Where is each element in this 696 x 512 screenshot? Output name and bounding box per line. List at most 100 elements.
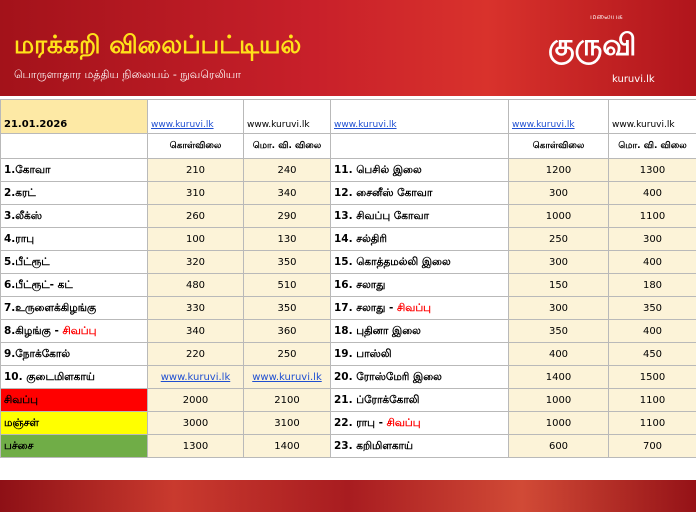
price-sell: 1300 <box>608 158 696 182</box>
price-buy: 1300 <box>147 434 244 458</box>
item-name: 6.பீட்ரூட்- கட் <box>0 273 148 297</box>
item-name: 16. சலாது <box>330 273 509 297</box>
price-sell: 340 <box>243 181 331 205</box>
item-label: 5.பீட்ரூட் <box>4 255 50 268</box>
item-label: 13. சிவப்பு கோவா <box>334 209 430 222</box>
item-name: 13. சிவப்பு கோவா <box>330 204 509 228</box>
price-sell: 1100 <box>608 388 696 412</box>
item-name: 18. புதினா இலை <box>330 319 509 343</box>
date-cell: 21.01.2026 <box>0 99 148 134</box>
item-name: 15. கொத்தமல்லி இலை <box>330 250 509 274</box>
item-label: சிவப்பு <box>4 393 38 406</box>
price-sell: 130 <box>243 227 331 251</box>
price-row: 8.கிழங்கு - சிவப்பு 340 360 18. புதினா இலை 3… <box>0 319 696 343</box>
price-buy: 1200 <box>508 158 609 182</box>
price-buy: 100 <box>147 227 244 251</box>
price-sell: 250 <box>243 342 331 366</box>
logo-tag: மலையக <box>590 12 623 21</box>
price-buy: 600 <box>508 434 609 458</box>
price-sell: 350 <box>243 296 331 320</box>
item-name: 2.கரட் <box>0 181 148 205</box>
item-name: 10. குடைமிளகாய் <box>0 365 148 389</box>
item-label: 14. சல்திரி <box>334 232 387 245</box>
price-sell: 290 <box>243 204 331 228</box>
price-row: சிவப்பு 2000 2100 21. ப்ரோக்கோலி 1000 1100 <box>0 388 696 412</box>
price-buy: 330 <box>147 296 244 320</box>
price-row: 6.பீட்ரூட்- கட் 480 510 16. சலாது 150 180 <box>0 273 696 297</box>
item-name: 5.பீட்ரூட் <box>0 250 148 274</box>
price-sell: 350 <box>608 296 696 320</box>
price-table: 21.01.2026 www.kuruvi.lk www.kuruvi.lk www.… <box>0 99 696 458</box>
date-cell: www.kuruvi.lk <box>243 99 331 134</box>
price-row: 10. குடைமிளகாய் www.kuruvi.lk www.kuruvi.l… <box>0 365 696 389</box>
column-header <box>0 133 148 159</box>
item-label: 18. புதினா இலை <box>334 324 421 337</box>
price-buy: 250 <box>508 227 609 251</box>
price-buy: 400 <box>508 342 609 366</box>
price-sell: 1400 <box>243 434 331 458</box>
item-label: 9.நோக்கோல் <box>4 347 71 360</box>
item-name: 17. சலாது - சிவப்பு <box>330 296 509 320</box>
item-name: 14. சல்திரி <box>330 227 509 251</box>
item-name: 12. சைனீஸ் கோவா <box>330 181 509 205</box>
price-sell: 3100 <box>243 411 331 435</box>
item-label: மஞ்சள் <box>4 416 40 429</box>
title: மரக்கறி விலைப்பட்டியல் <box>14 30 302 59</box>
date-row: 21.01.2026 www.kuruvi.lk www.kuruvi.lk www.… <box>0 99 696 134</box>
subtitle: பொருளாதார மத்திய நிலையம் - நுவரெலியா <box>14 68 241 81</box>
item-label: 6.பீட்ரூட்- கட் <box>4 278 73 291</box>
price-buy: 1000 <box>508 411 609 435</box>
price-buy: www.kuruvi.lk <box>147 365 244 389</box>
column-header: கொள்விலை <box>508 133 609 159</box>
item-name: 8.கிழங்கு - சிவப்பு <box>0 319 148 343</box>
price-row: 5.பீட்ரூட் 320 350 15. கொத்தமல்லி இலை 300 400 <box>0 250 696 274</box>
price-buy: 300 <box>508 296 609 320</box>
price-sell: www.kuruvi.lk <box>243 365 331 389</box>
price-sell: 400 <box>608 250 696 274</box>
logo-site: kuruvi.lk <box>612 74 655 85</box>
banner: மரக்கறி விலைப்பட்டியல் பொருளாதார மத்திய … <box>0 0 696 96</box>
item-name: 1.கோவா <box>0 158 148 182</box>
date-cell: www.kuruvi.lk <box>147 99 244 134</box>
item-label: 19. பாஸ்லி <box>334 347 392 360</box>
item-accent: சிவப்பு <box>386 416 421 429</box>
price-row: 7.உருளைக்கிழங்கு 330 350 17. சலாது - சிவப்ப… <box>0 296 696 320</box>
item-name: 9.நோக்கோல் <box>0 342 148 366</box>
price-sell: 240 <box>243 158 331 182</box>
column-header: மொ. வி. விலை <box>243 133 331 159</box>
price-row: 4.ராபு 100 130 14. சல்திரி 250 300 <box>0 227 696 251</box>
item-label: 15. கொத்தமல்லி இலை <box>334 255 451 268</box>
item-name: மஞ்சள் <box>0 411 148 435</box>
price-row: 3.லீக்ஸ் 260 290 13. சிவப்பு கோவா 1000 1100 <box>0 204 696 228</box>
item-label: 12. சைனீஸ் கோவா <box>334 186 433 199</box>
column-header: கொள்விலை <box>147 133 244 159</box>
price-sell: 400 <box>608 319 696 343</box>
price-sell: 1500 <box>608 365 696 389</box>
price-sell: 1100 <box>608 411 696 435</box>
column-header: மொ. வி. விலை <box>608 133 696 159</box>
price-buy: 300 <box>508 181 609 205</box>
date-cell: www.kuruvi.lk <box>330 99 509 134</box>
item-label: 17. சலாது - <box>334 301 398 314</box>
price-sell: 1100 <box>608 204 696 228</box>
item-label: 22. ராபு - <box>334 416 387 429</box>
item-name: 23. கறிமிளகாய் <box>330 434 509 458</box>
price-buy: 260 <box>147 204 244 228</box>
price-buy: 350 <box>508 319 609 343</box>
item-label: 23. கறிமிளகாய் <box>334 439 414 452</box>
item-label: 21. ப்ரோக்கோலி <box>334 393 420 406</box>
item-name: 22. ராபு - சிவப்பு <box>330 411 509 435</box>
item-label: 10. குடைமிளகாய் <box>4 370 95 383</box>
date-cell: www.kuruvi.lk <box>608 99 696 134</box>
item-label: 16. சலாது <box>334 278 386 291</box>
price-sell: 400 <box>608 181 696 205</box>
date-cell: www.kuruvi.lk <box>508 99 609 134</box>
price-buy: 480 <box>147 273 244 297</box>
price-sell: 300 <box>608 227 696 251</box>
item-name: 11. பெசில் இலை <box>330 158 509 182</box>
item-name: சிவப்பு <box>0 388 148 412</box>
price-sell: 700 <box>608 434 696 458</box>
price-row: 9.நோக்கோல் 220 250 19. பாஸ்லி 400 450 <box>0 342 696 366</box>
item-accent: சிவப்பு <box>62 324 97 337</box>
